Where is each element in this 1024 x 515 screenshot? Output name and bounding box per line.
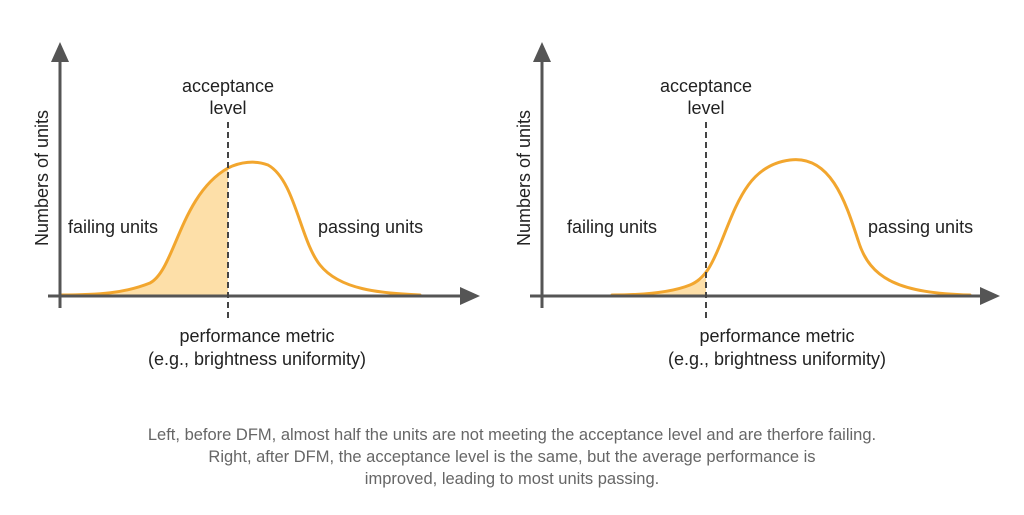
y-axis-arrow-left [51, 42, 69, 62]
caption-line-2: Right, after DFM, the acceptance level i… [208, 448, 816, 466]
x-axis-arrow-left [460, 287, 480, 305]
x-axis-arrow-right [980, 287, 1000, 305]
distribution-curve-left [58, 160, 422, 297]
panel-before-dfm: Numbers of units acceptance level failin… [32, 42, 480, 369]
caption-line-3: improved, leading to most units passing. [364, 470, 660, 488]
failing-area-right [612, 276, 706, 295]
x-axis-label-left-line1: performance metric [179, 326, 334, 346]
y-axis-arrow-right [533, 42, 551, 62]
y-axis-label-right: Numbers of units [514, 110, 534, 246]
failing-units-label-left: failing units [68, 217, 158, 237]
y-axis-label-left: Numbers of units [32, 110, 52, 246]
acceptance-label-right-line1: acceptance [660, 76, 752, 96]
caption-line-1: Left, before DFM, almost half the units … [147, 426, 877, 444]
dfm-diagram: Numbers of units acceptance level failin… [32, 42, 1000, 369]
acceptance-label-left-line1: acceptance [182, 76, 274, 96]
acceptance-label-right-line2: level [687, 98, 724, 118]
passing-units-label-right: passing units [868, 217, 973, 237]
panel-after-dfm: Numbers of units acceptance level failin… [514, 42, 1000, 369]
passing-units-label-left: passing units [318, 217, 423, 237]
failing-area-left [60, 168, 228, 295]
x-axis-label-right-line2: (e.g., brightness uniformity) [668, 349, 886, 369]
figure-caption: Left, before DFM, almost half the units … [0, 424, 1024, 490]
x-axis-label-right-line1: performance metric [699, 326, 854, 346]
failing-units-label-right: failing units [567, 217, 657, 237]
x-axis-label-left-line2: (e.g., brightness uniformity) [148, 349, 366, 369]
acceptance-label-left-line2: level [209, 98, 246, 118]
distribution-curve-right [610, 158, 972, 297]
